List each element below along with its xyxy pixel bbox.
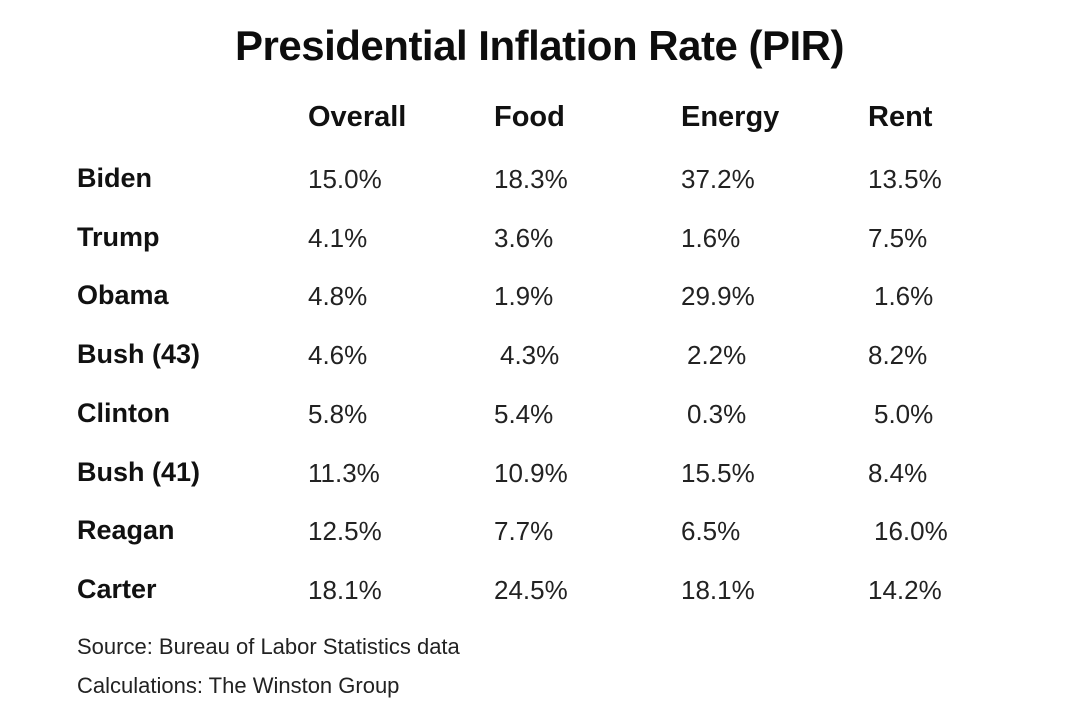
column-header-food: Food <box>494 101 565 133</box>
table-cell: 8.2% <box>868 340 928 370</box>
column-header-rent: Rent <box>868 101 933 133</box>
table-cell: 7.7% <box>494 516 554 546</box>
row-label: Bush (41) <box>77 457 201 487</box>
table-cell: 18.1% <box>681 575 755 605</box>
row-label: Reagan <box>77 515 175 545</box>
table-cell: 5.0% <box>874 399 934 429</box>
table-cell: 3.6% <box>494 223 554 253</box>
table-cell: 15.5% <box>681 458 755 488</box>
table-cell: 2.2% <box>687 340 747 370</box>
table-cell: 16.0% <box>874 516 948 546</box>
table-cell: 12.5% <box>308 516 382 546</box>
table-cell: 8.4% <box>868 458 928 488</box>
table-cell: 15.0% <box>308 164 382 194</box>
table-cell: 1.6% <box>681 223 741 253</box>
column-header-overall: Overall <box>308 101 407 133</box>
table-cell: 24.5% <box>494 575 568 605</box>
table-cell: 4.6% <box>308 340 368 370</box>
table-cell: 1.6% <box>874 281 934 311</box>
calculations-note: Calculations: The Winston Group <box>77 673 400 698</box>
row-label: Trump <box>77 222 160 252</box>
table-cell: 5.4% <box>494 399 554 429</box>
table-cell: 6.5% <box>681 516 741 546</box>
table-cell: 18.1% <box>308 575 382 605</box>
row-label: Obama <box>77 280 169 310</box>
table-cell: 5.8% <box>308 399 368 429</box>
row-label: Bush (43) <box>77 339 201 369</box>
table-cell: 1.9% <box>494 281 554 311</box>
row-label: Biden <box>77 163 153 193</box>
table-cell: 4.1% <box>308 223 368 253</box>
row-label: Carter <box>77 574 157 604</box>
chart-title: Presidential Inflation Rate (PIR) <box>235 22 844 69</box>
table-cell: 4.3% <box>500 340 560 370</box>
row-label: Clinton <box>77 398 170 428</box>
table-cell: 29.9% <box>681 281 755 311</box>
table-cell: 7.5% <box>868 223 928 253</box>
table-cell: 13.5% <box>868 164 942 194</box>
source-note: Source: Bureau of Labor Statistics data <box>77 634 460 659</box>
table-cell: 18.3% <box>494 164 568 194</box>
column-header-energy: Energy <box>681 101 780 133</box>
table-cell: 37.2% <box>681 164 755 194</box>
table-cell: 14.2% <box>868 575 942 605</box>
table-cell: 0.3% <box>687 399 747 429</box>
table-cell: 11.3% <box>308 458 380 488</box>
table-cell: 4.8% <box>308 281 368 311</box>
table-cell: 10.9% <box>494 458 568 488</box>
